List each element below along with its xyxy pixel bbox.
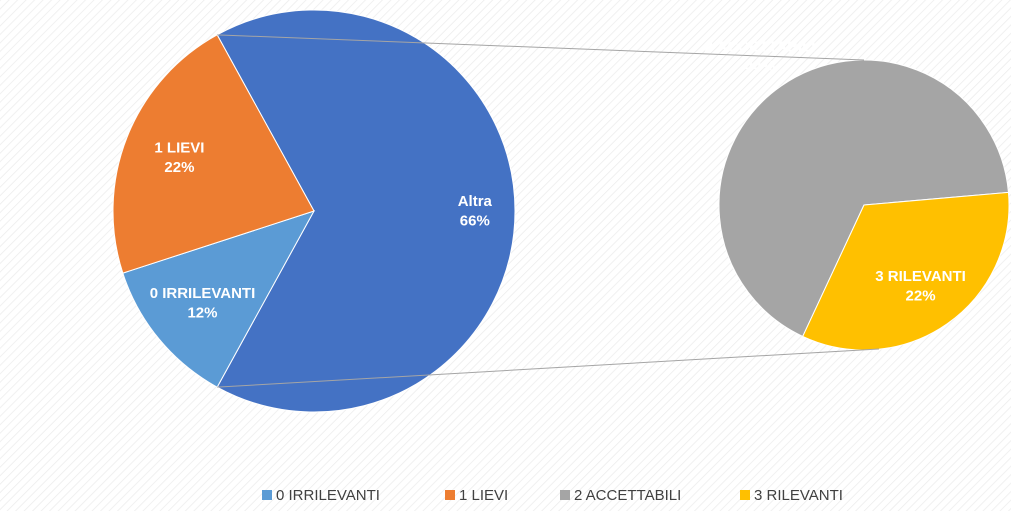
connector: [217, 348, 880, 388]
label-name: 1 LIEVI: [154, 140, 204, 157]
label-name: Altra: [458, 193, 493, 210]
legend-label: 1 LIEVI: [459, 487, 508, 504]
pie-slice: [718, 59, 1009, 338]
data-label: 2 ACCETTABILI 44%: [705, 38, 816, 74]
label-value: 66%: [460, 212, 490, 229]
data-label: 3 RILEVANTI 22%: [875, 268, 966, 305]
label-name: 3 RILEVANTI: [875, 268, 966, 285]
legend-swatch: [740, 490, 750, 500]
data-label: Altra 66%: [458, 193, 493, 230]
pie-slice: [216, 9, 516, 413]
legend-swatch: [445, 490, 455, 500]
pie-slice: [122, 210, 316, 388]
label-value: 22%: [906, 287, 936, 304]
data-label: 1 LIEVI 22%: [154, 140, 204, 177]
legend-label: 3 RILEVANTI: [754, 487, 843, 504]
legend-label: 0 IRRILEVANTI: [276, 487, 380, 504]
legend-swatch: [262, 490, 272, 500]
data-label: 0 IRRILEVANTI 12%: [150, 285, 256, 322]
pie-slice: [802, 191, 1010, 351]
connector: [217, 34, 865, 61]
legend-label: 2 ACCETTABILI: [574, 487, 681, 504]
label-value: 22%: [164, 159, 194, 176]
legend-swatch: [560, 490, 570, 500]
label-value: 44%: [745, 58, 775, 75]
label-name: 0 IRRILEVANTI: [150, 285, 256, 302]
pie-slice: [112, 34, 315, 274]
label-value: 12%: [187, 305, 217, 322]
label-name: 2 ACCETTABILI: [705, 38, 816, 55]
